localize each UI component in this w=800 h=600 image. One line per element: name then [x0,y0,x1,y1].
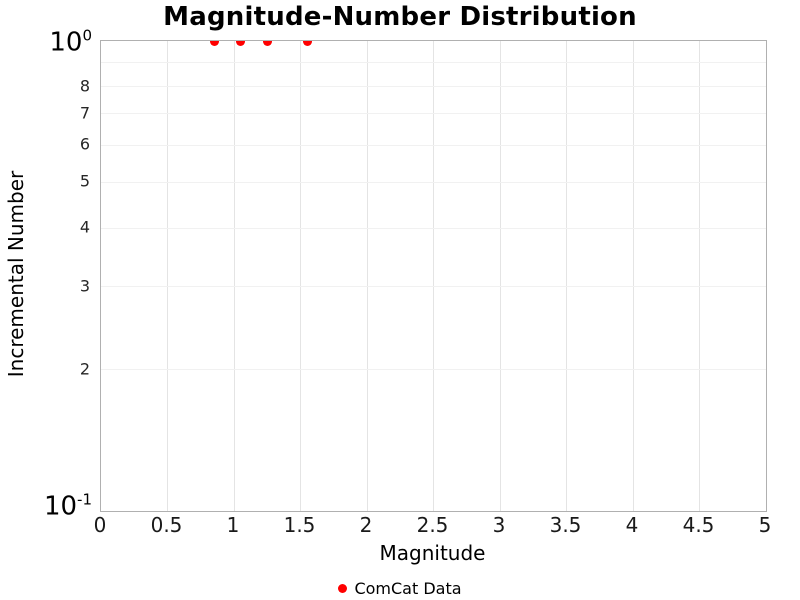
y-major-tick-label: 10-1 [43,490,92,522]
legend: ComCat Data [0,577,800,599]
x-tick-label: 1.5 [283,513,316,537]
y-minor-tick-label: 4 [79,217,90,237]
y-minor-tick-label: 7 [79,103,90,123]
gridline-vertical [433,41,434,511]
x-tick-label: 2 [359,513,373,537]
y-axis-label: Incremental Number [4,170,28,378]
gridline-horizontal [101,286,766,288]
data-point [262,41,272,46]
y-minor-tick-label: 3 [79,276,90,296]
y-minor-tick-label: 5 [79,171,90,191]
gridline-vertical [699,41,700,511]
plot-area [100,40,767,512]
gridline-horizontal [101,369,766,371]
data-point [302,41,312,46]
x-tick-label: 2.5 [416,513,449,537]
gridline-vertical [566,41,567,511]
gridline-vertical [167,41,168,511]
x-tick-label: 3.5 [549,513,582,537]
x-tick-label: 0.5 [150,513,183,537]
x-tick-label: 3 [492,513,506,537]
gridline-horizontal [101,227,766,229]
y-major-tick-label: 100 [49,26,92,58]
x-tick-label: 4.5 [682,513,715,537]
data-point [236,41,246,46]
legend-marker-icon [338,583,348,593]
legend-label: ComCat Data [354,578,462,598]
gridline-vertical [233,41,235,511]
x-axis-label: Magnitude [379,541,486,565]
data-point [209,41,219,46]
gridline-vertical [366,41,368,511]
x-tick-label: 1 [226,513,240,537]
x-tick-label: 4 [625,513,639,537]
gridline-horizontal [101,144,766,146]
y-minor-tick-label: 6 [79,134,90,154]
y-minor-tick-label: 2 [79,359,90,379]
gridline-vertical [300,41,301,511]
gridline-vertical [632,41,634,511]
x-tick-label: 0 [93,513,107,537]
gridline-horizontal [101,62,766,63]
x-tick-label: 5 [758,513,772,537]
gridline-horizontal [101,181,766,183]
gridline-horizontal [101,86,766,88]
gridline-vertical [499,41,501,511]
y-minor-tick-label: 8 [79,76,90,96]
gridline-horizontal [101,113,766,115]
chart-title: Magnitude-Number Distribution [163,2,637,32]
